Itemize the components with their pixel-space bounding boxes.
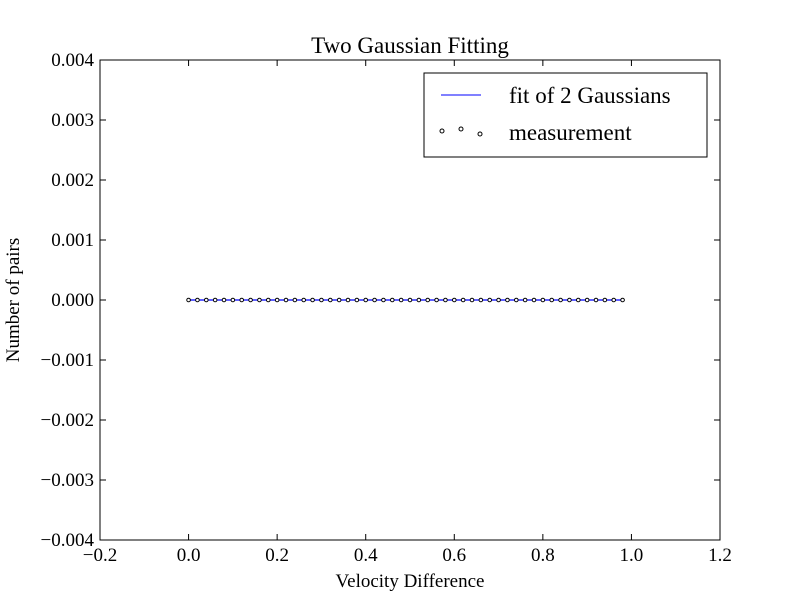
data-point-measurement: [274, 297, 280, 303]
legend-label-measurement: measurement: [509, 120, 632, 145]
data-point-measurement: [248, 297, 253, 303]
data-point-measurement: [567, 297, 572, 303]
data-point-measurement: [425, 297, 431, 303]
data-point-measurement: [292, 297, 298, 303]
data-point-measurement: [540, 297, 546, 303]
data-point-measurement: [319, 297, 324, 303]
data-point-measurement: [522, 297, 528, 303]
x-tick-label: 1.2: [708, 545, 732, 566]
data-point-measurement: [549, 297, 555, 303]
data-point-measurement: [460, 297, 466, 303]
data-point-measurement: [496, 297, 501, 303]
chart-title: Two Gaussian Fitting: [311, 33, 509, 58]
legend-marker-swatch: [439, 128, 445, 134]
data-point-measurement: [186, 297, 191, 303]
data-point-measurement: [345, 297, 351, 303]
x-axis-label: Velocity Difference: [336, 571, 485, 592]
data-point-measurement: [558, 297, 563, 303]
data-point-measurement: [407, 297, 413, 303]
data-point-measurement: [336, 297, 342, 303]
data-point-measurement: [301, 297, 307, 303]
data-point-measurement: [513, 297, 519, 303]
data-point-measurement: [575, 297, 581, 303]
data-point-measurement: [487, 297, 493, 303]
data-point-measurement: [620, 297, 625, 303]
data-point-measurement: [230, 297, 236, 303]
y-tick-label: −0.001: [41, 350, 94, 371]
data-point-measurement: [283, 297, 289, 303]
data-point-measurement: [416, 297, 422, 303]
y-axis-label: Number of pairs: [3, 238, 24, 363]
y-tick-label: 0.001: [51, 230, 94, 251]
legend-marker-swatch: [458, 126, 464, 132]
x-axis: −0.2 0.0 0.2 0.4 0.6 0.8 1.0 1.2: [83, 60, 732, 566]
data-point-measurement: [265, 297, 271, 303]
legend-box: [423, 72, 708, 158]
data-point-measurement: [257, 297, 262, 303]
data-point-measurement: [611, 297, 617, 303]
x-tick-label: 0.8: [531, 545, 555, 566]
data-point-measurement: [451, 297, 457, 303]
data-point-measurement: [469, 297, 475, 303]
data-point-measurement: [239, 297, 245, 303]
data-point-measurement: [602, 297, 608, 303]
y-tick-label: −0.002: [41, 410, 94, 431]
x-tick-label: −0.2: [83, 545, 117, 566]
data-point-measurement: [381, 297, 386, 303]
x-tick-label: 0.6: [442, 545, 466, 566]
data-point-measurement: [434, 297, 439, 303]
data-point-measurement: [443, 297, 448, 303]
y-tick-label: 0.003: [51, 110, 94, 131]
data-point-measurement: [593, 297, 599, 303]
y-tick-label: −0.003: [41, 470, 94, 491]
x-tick-label: 0.4: [354, 545, 378, 566]
data-point-measurement: [531, 297, 537, 303]
data-point-measurement: [372, 297, 377, 303]
legend: fit of 2 Gaussians measurement: [423, 72, 708, 158]
y-tick-label: 0.000: [51, 290, 94, 311]
data-point-measurement: [203, 297, 209, 303]
x-tick-label: 1.0: [620, 545, 644, 566]
data-point-measurement: [354, 297, 360, 303]
data-point-measurement: [398, 297, 404, 303]
data-point-measurement: [195, 297, 200, 303]
data-point-measurement: [389, 297, 395, 303]
data-point-measurement: [221, 297, 227, 303]
data-point-measurement: [310, 297, 315, 303]
data-point-measurement: [212, 297, 218, 303]
legend-marker-swatch: [477, 131, 483, 137]
data-point-measurement: [327, 297, 333, 303]
data-point-measurement: [584, 297, 590, 303]
legend-label-fit: fit of 2 Gaussians: [509, 83, 671, 108]
x-tick-label: 0.2: [265, 545, 289, 566]
y-axis: −0.004 −0.003 −0.002 −0.001 0.000 0.001 0.002 0…: [41, 50, 720, 551]
y-tick-label: −0.004: [41, 530, 95, 551]
y-tick-label: 0.002: [51, 170, 94, 191]
data-point-measurement: [478, 297, 484, 303]
y-tick-label: 0.004: [51, 50, 94, 71]
data-point-measurement: [363, 297, 369, 303]
plot-series: [186, 297, 625, 303]
data-point-measurement: [505, 297, 510, 303]
x-tick-label: 0.0: [177, 545, 201, 566]
